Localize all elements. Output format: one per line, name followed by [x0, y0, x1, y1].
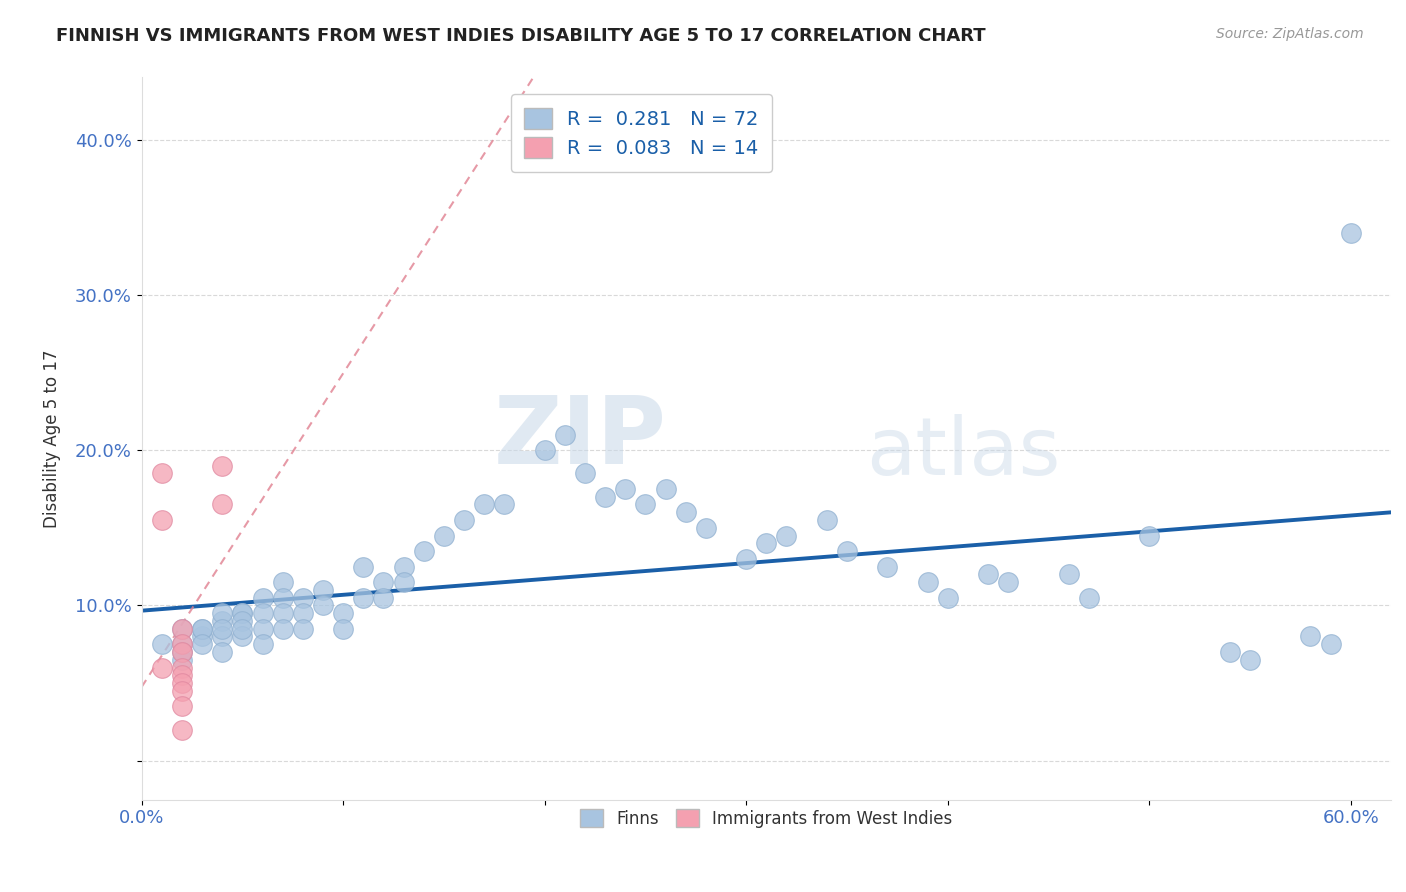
Point — [170, 622, 193, 636]
Point — [291, 622, 314, 636]
Point — [252, 622, 274, 636]
Point — [231, 630, 253, 644]
Point — [252, 637, 274, 651]
Point — [170, 645, 193, 659]
Point — [170, 723, 193, 737]
Point — [433, 528, 456, 542]
Point — [150, 513, 173, 527]
Point — [150, 660, 173, 674]
Point — [1137, 528, 1160, 542]
Point — [170, 683, 193, 698]
Point — [373, 575, 395, 590]
Point — [170, 622, 193, 636]
Point — [191, 637, 214, 651]
Point — [392, 575, 415, 590]
Point — [412, 544, 434, 558]
Point — [574, 467, 596, 481]
Point — [252, 591, 274, 605]
Text: atlas: atlas — [866, 414, 1060, 491]
Point — [775, 528, 797, 542]
Point — [211, 498, 233, 512]
Point — [1077, 591, 1099, 605]
Point — [494, 498, 516, 512]
Point — [352, 591, 374, 605]
Point — [675, 505, 697, 519]
Point — [634, 498, 657, 512]
Point — [211, 645, 233, 659]
Point — [211, 458, 233, 473]
Text: FINNISH VS IMMIGRANTS FROM WEST INDIES DISABILITY AGE 5 TO 17 CORRELATION CHART: FINNISH VS IMMIGRANTS FROM WEST INDIES D… — [56, 27, 986, 45]
Point — [271, 591, 294, 605]
Point — [917, 575, 939, 590]
Point — [936, 591, 959, 605]
Point — [211, 606, 233, 620]
Point — [755, 536, 778, 550]
Point — [170, 637, 193, 651]
Point — [191, 622, 214, 636]
Point — [453, 513, 475, 527]
Point — [231, 606, 253, 620]
Point — [392, 559, 415, 574]
Point — [533, 443, 555, 458]
Point — [291, 591, 314, 605]
Point — [170, 676, 193, 690]
Point — [170, 653, 193, 667]
Point — [735, 551, 758, 566]
Point — [815, 513, 838, 527]
Text: Source: ZipAtlas.com: Source: ZipAtlas.com — [1216, 27, 1364, 41]
Point — [835, 544, 858, 558]
Point — [191, 630, 214, 644]
Point — [352, 559, 374, 574]
Point — [593, 490, 616, 504]
Point — [231, 622, 253, 636]
Y-axis label: Disability Age 5 to 17: Disability Age 5 to 17 — [44, 350, 60, 528]
Point — [211, 614, 233, 628]
Point — [231, 614, 253, 628]
Point — [1299, 630, 1322, 644]
Point — [332, 622, 354, 636]
Point — [271, 622, 294, 636]
Point — [1057, 567, 1080, 582]
Point — [170, 668, 193, 682]
Point — [876, 559, 898, 574]
Point — [997, 575, 1019, 590]
Point — [332, 606, 354, 620]
Point — [312, 599, 335, 613]
Point — [1239, 653, 1261, 667]
Point — [271, 575, 294, 590]
Point — [170, 637, 193, 651]
Text: ZIP: ZIP — [494, 392, 666, 484]
Point — [252, 606, 274, 620]
Point — [373, 591, 395, 605]
Point — [654, 482, 676, 496]
Point — [695, 521, 717, 535]
Point — [312, 582, 335, 597]
Point — [170, 699, 193, 714]
Point — [1219, 645, 1241, 659]
Point — [170, 660, 193, 674]
Point — [554, 427, 576, 442]
Point — [150, 637, 173, 651]
Point — [1319, 637, 1341, 651]
Point — [150, 467, 173, 481]
Point — [271, 606, 294, 620]
Point — [1340, 226, 1362, 240]
Point — [291, 606, 314, 620]
Point — [211, 622, 233, 636]
Point — [231, 606, 253, 620]
Point — [614, 482, 637, 496]
Point — [170, 645, 193, 659]
Point — [191, 622, 214, 636]
Point — [211, 630, 233, 644]
Legend: Finns, Immigrants from West Indies: Finns, Immigrants from West Indies — [574, 803, 959, 835]
Point — [977, 567, 1000, 582]
Point — [472, 498, 495, 512]
